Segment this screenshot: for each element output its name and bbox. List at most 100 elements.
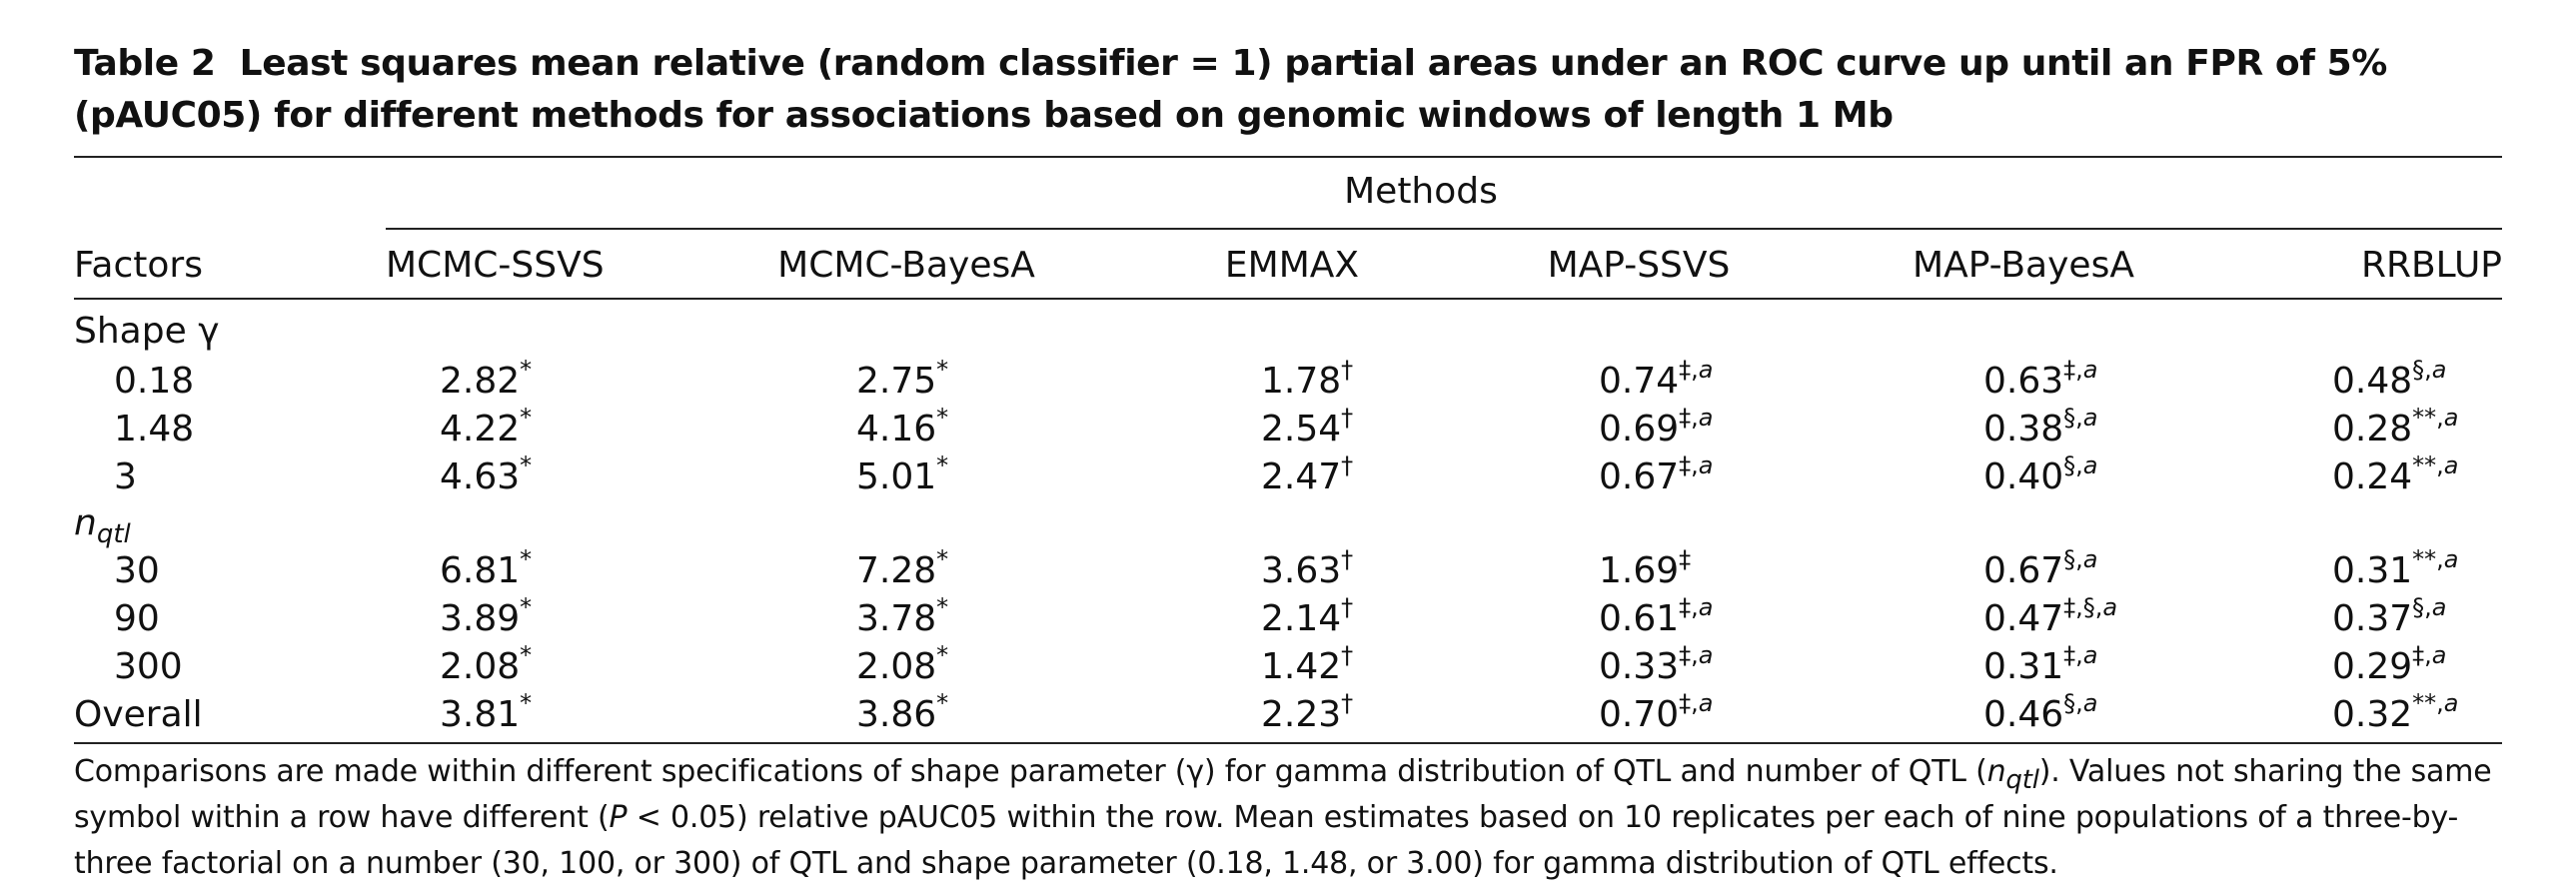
significance-marker: * <box>936 356 948 384</box>
significance-marker: ‡,a <box>2412 641 2446 669</box>
marker-symbol: §, <box>2063 404 2083 432</box>
marker-letter: a <box>1698 641 1714 669</box>
marker-symbol: §, <box>2063 689 2083 717</box>
cell-value: 0.47 <box>1983 598 2064 639</box>
significance-marker: ‡ <box>1679 545 1691 573</box>
table-number: Table 2 <box>74 43 216 84</box>
marker-letter: a <box>2082 356 2098 384</box>
significance-marker: **,a <box>2412 689 2458 717</box>
section-header-shape: Shape γ <box>74 308 220 356</box>
marker-letter: a <box>1698 451 1714 479</box>
cell-value: 0.32 <box>2332 694 2413 735</box>
significance-marker: * <box>936 404 948 432</box>
table-title: Least squares mean relative (random clas… <box>74 43 2387 136</box>
row-label: 90 <box>114 598 160 639</box>
marker-symbol: * <box>936 593 949 621</box>
significance-marker: † <box>1341 593 1353 621</box>
marker-symbol: ‡ <box>1679 545 1692 573</box>
row-label: 1.48 <box>114 409 195 449</box>
cell-value: 0.70 <box>1599 694 1680 735</box>
row-label: 300 <box>114 646 183 687</box>
cell-map-ssvs: 0.33‡,a <box>1599 643 1714 691</box>
cell-value: 0.38 <box>1983 409 2064 449</box>
cell-map-bayesa: 0.63‡,a <box>1983 358 2098 406</box>
cell-rrblup: 0.29‡,a <box>2332 643 2447 691</box>
significance-marker: **,a <box>2412 545 2458 573</box>
cell-value: 4.63 <box>440 456 521 497</box>
cell-emmax: 1.42† <box>1261 643 1353 691</box>
cell-emmax: 2.23† <box>1261 691 1353 739</box>
column-header-map-bayesa: MAP-BayesA <box>1913 245 2134 286</box>
footnote-n: n <box>1986 754 2006 789</box>
marker-letter: a <box>2082 451 2098 479</box>
marker-symbol: * <box>936 641 949 669</box>
cell-emmax: 2.47† <box>1261 453 1353 501</box>
table-caption: Table 2 Least squares mean relative (ran… <box>74 38 2502 142</box>
footnote-text: Comparisons are made within different sp… <box>74 754 1187 789</box>
marker-symbol: ‡, <box>1679 451 1699 479</box>
cell-map-bayesa: 0.40§,a <box>1983 453 2098 501</box>
cell-value: 2.75 <box>856 361 937 402</box>
cell-value: 0.28 <box>2332 409 2413 449</box>
cell-value: 2.54 <box>1261 409 1342 449</box>
cell-mcmc-ssvs: 3.81* <box>440 691 532 739</box>
marker-symbol: * <box>520 545 533 573</box>
cell-mcmc-ssvs: 4.63* <box>440 453 532 501</box>
cell-value: 0.61 <box>1599 598 1680 639</box>
cell-mcmc-bayesa: 7.28* <box>856 547 948 595</box>
significance-marker: ‡,a <box>1679 404 1713 432</box>
marker-letter: a <box>1698 689 1714 717</box>
cell-map-ssvs: 0.67‡,a <box>1599 453 1714 501</box>
footnote-text: ) for gamma distribution of QTL and numb… <box>1203 754 1987 789</box>
cell-value: 4.16 <box>856 409 937 449</box>
cell-value: 0.48 <box>2332 361 2413 402</box>
cell-map-bayesa: 0.38§,a <box>1983 406 2098 453</box>
header-rule <box>74 298 2502 300</box>
cell-mcmc-ssvs: 2.82* <box>440 358 532 406</box>
cell-map-bayesa: 0.47‡,§,a <box>1983 595 2117 643</box>
cell-value: 0.31 <box>2332 550 2413 591</box>
marker-symbol: ‡, <box>1679 689 1699 717</box>
cell-value: 0.67 <box>1599 456 1680 497</box>
cell-value: 2.47 <box>1261 456 1342 497</box>
marker-symbol: **, <box>2412 451 2444 479</box>
marker-symbol: ‡,§, <box>2063 593 2103 621</box>
significance-marker: † <box>1341 356 1353 384</box>
significance-marker: * <box>936 689 948 717</box>
marker-symbol: ‡, <box>1679 641 1699 669</box>
methods-rule <box>386 228 2502 230</box>
marker-letter: a <box>2431 593 2447 621</box>
cell-map-ssvs: 0.70‡,a <box>1599 691 1714 739</box>
column-header-mcmc-bayesa: MCMC-BayesA <box>777 245 1035 286</box>
cell-value: 0.46 <box>1983 694 2064 735</box>
cell-rrblup: 0.32**,a <box>2332 691 2459 739</box>
significance-marker: * <box>520 356 532 384</box>
cell-rrblup: 0.37§,a <box>2332 595 2447 643</box>
significance-marker: §,a <box>2063 404 2097 432</box>
significance-marker: ‡,a <box>2063 356 2097 384</box>
marker-symbol: * <box>936 356 949 384</box>
marker-symbol: † <box>1341 689 1354 717</box>
cell-value: 0.33 <box>1599 646 1680 687</box>
column-header-emmax: EMMAX <box>1224 245 1360 286</box>
marker-symbol: ‡, <box>1679 404 1699 432</box>
cell-mcmc-ssvs: 4.22* <box>440 406 532 453</box>
cell-mcmc-ssvs: 3.89* <box>440 595 532 643</box>
cell-value: 2.23 <box>1261 694 1342 735</box>
cell-value: 7.28 <box>856 550 937 591</box>
marker-symbol: **, <box>2412 545 2444 573</box>
significance-marker: † <box>1341 404 1353 432</box>
significance-marker: ‡,§,a <box>2063 593 2117 621</box>
marker-symbol: §, <box>2063 451 2083 479</box>
cell-rrblup: 0.31**,a <box>2332 547 2459 595</box>
significance-marker: **,a <box>2412 404 2458 432</box>
row-label: 3 <box>114 456 137 497</box>
marker-symbol: † <box>1341 404 1354 432</box>
cell-mcmc-bayesa: 2.08* <box>856 643 948 691</box>
gamma-symbol: γ <box>198 311 220 352</box>
footnote-gamma: γ <box>1186 754 1204 789</box>
marker-symbol: * <box>936 404 949 432</box>
significance-marker: * <box>520 451 532 479</box>
significance-marker: §,a <box>2412 593 2446 621</box>
marker-letter: a <box>2102 593 2118 621</box>
